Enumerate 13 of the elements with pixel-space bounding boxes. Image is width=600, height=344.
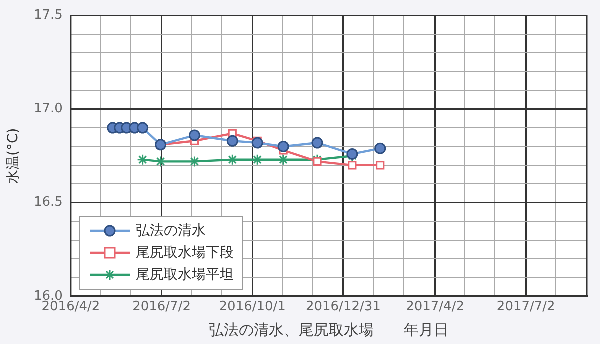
- y-tick-label: 17.5: [34, 8, 63, 24]
- x-tick-label: 2016/10/1: [219, 300, 286, 315]
- x-tick-label: 2016/7/2: [132, 300, 191, 315]
- y-axis-title: 水温(°C): [6, 128, 22, 184]
- legend-label: 弘法の清水: [136, 222, 206, 240]
- x-tick-label: 2016/12/31: [306, 300, 381, 315]
- y-tick-label: 17.0: [34, 102, 63, 117]
- legend-label: 尾尻取水場平坦: [136, 266, 234, 284]
- legend-label: 尾尻取水場下段: [136, 244, 234, 262]
- y-tick-label: 16.5: [34, 195, 63, 210]
- x-axis-title: 弘法の清水、尾尻取水場 年月日: [208, 320, 449, 339]
- x-tick-label: 2017/4/2: [406, 300, 464, 315]
- x-tick-label: 2017/7/2: [496, 300, 556, 315]
